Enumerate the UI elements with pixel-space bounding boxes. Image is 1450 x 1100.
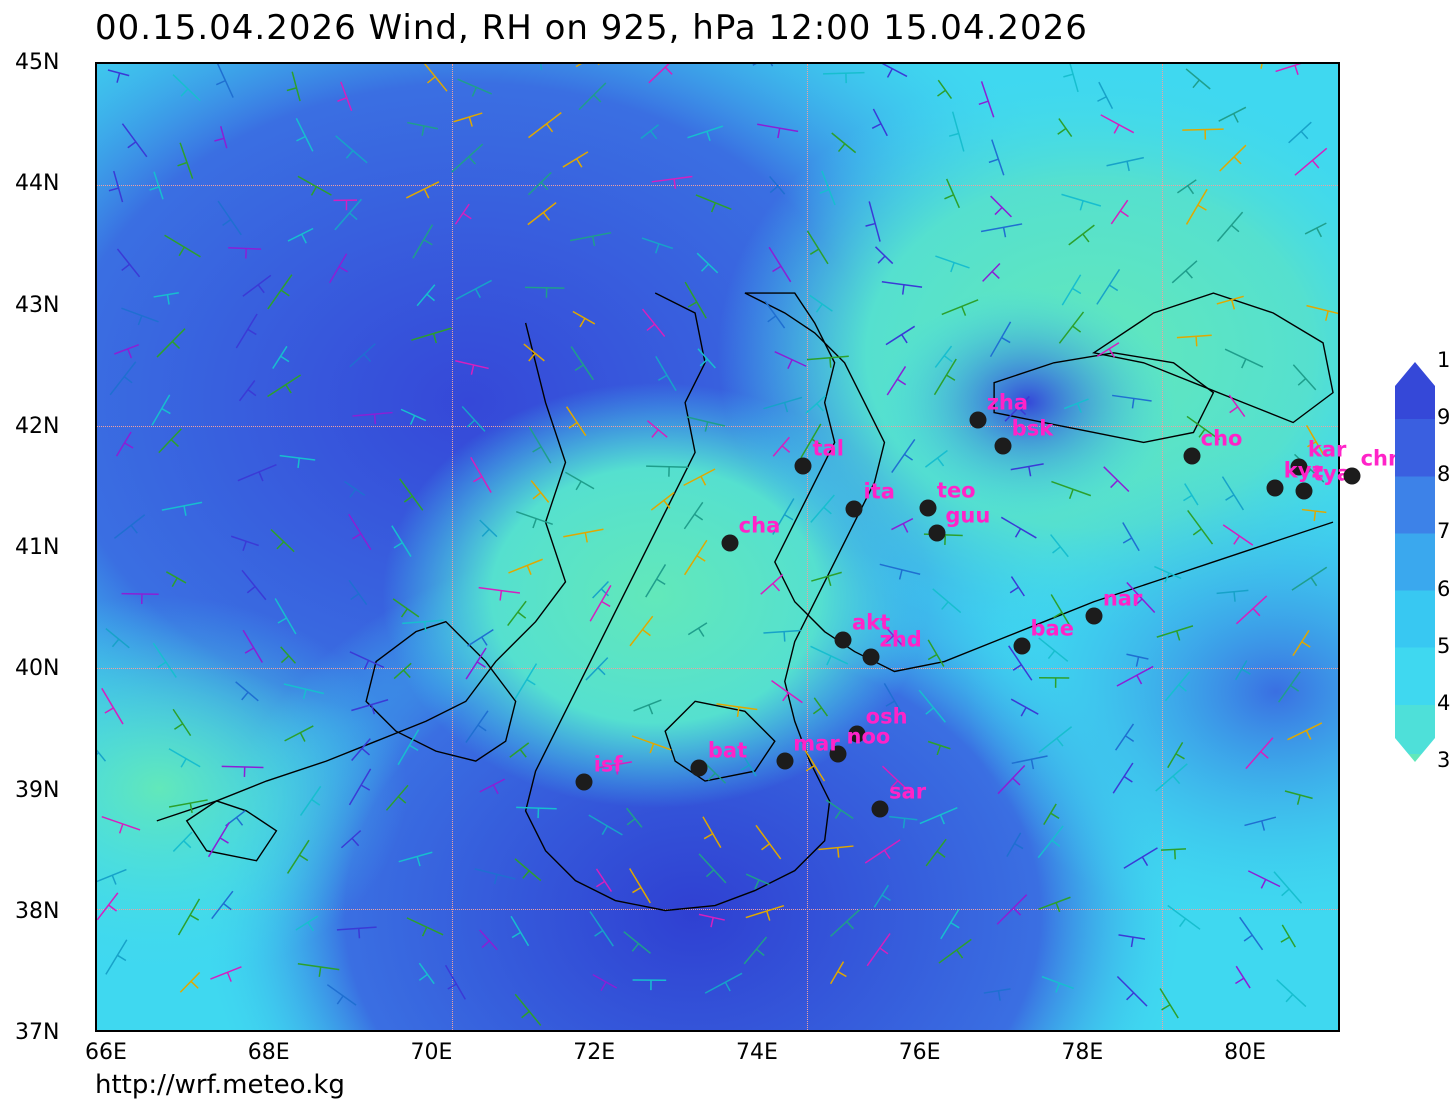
- colorbar-tick-100: 100: [1437, 348, 1450, 372]
- city-marker-kyz[interactable]: [1267, 480, 1284, 497]
- y-axis-tick-41N: 41N: [15, 535, 59, 560]
- city-marker-bae[interactable]: [1014, 638, 1031, 655]
- x-axis-tick-72E: 72E: [573, 1040, 615, 1065]
- city-marker-nar[interactable]: [1086, 608, 1103, 625]
- page-title: 00.15.04.2026 Wind, RH on 925, hPa 12:00…: [95, 8, 1088, 48]
- x-axis-tick-78E: 78E: [1061, 1040, 1103, 1065]
- y-axis-tick-42N: 42N: [15, 414, 59, 439]
- city-label-tal[interactable]: tal: [812, 436, 843, 460]
- city-label-isf[interactable]: isf: [594, 752, 623, 776]
- wind-barbs: [97, 64, 1338, 1030]
- city-marker-guu[interactable]: [929, 525, 946, 542]
- city-label-nar[interactable]: nar: [1103, 586, 1142, 610]
- footer-url: http://wrf.meteo.kg: [95, 1070, 345, 1100]
- city-marker-ita[interactable]: [846, 501, 863, 518]
- colorbar-tick-50: 50: [1437, 634, 1450, 658]
- city-label-mar1[interactable]: mar: [793, 731, 839, 755]
- city-marker-bat[interactable]: [691, 760, 708, 777]
- x-axis-tick-74E: 74E: [736, 1040, 778, 1065]
- city-label-cho[interactable]: cho: [1201, 426, 1243, 450]
- x-axis-tick-76E: 76E: [899, 1040, 941, 1065]
- colorbar-tick-70: 70: [1437, 519, 1450, 543]
- city-marker-zhd[interactable]: [863, 649, 880, 666]
- y-axis-tick-38N: 38N: [15, 899, 59, 924]
- colorbar-tick-30: 30: [1437, 748, 1450, 772]
- city-marker-zha[interactable]: [970, 412, 987, 429]
- rh-colorbar: 100 90 80 70 60 50 40 30: [1385, 330, 1450, 800]
- x-axis-tick-68E: 68E: [248, 1040, 290, 1065]
- city-marker-bsk[interactable]: [995, 438, 1012, 455]
- colorbar-tick-40: 40: [1437, 691, 1450, 715]
- city-label-zha[interactable]: zha: [987, 390, 1028, 414]
- colorbar-tick-90: 90: [1437, 405, 1450, 429]
- city-marker-isf[interactable]: [576, 774, 593, 791]
- city-label-bat[interactable]: bat: [708, 738, 747, 762]
- y-axis-tick-43N: 43N: [15, 293, 59, 318]
- y-axis-tick-37N: 37N: [15, 1020, 59, 1045]
- city-label-noo[interactable]: noo: [846, 724, 890, 748]
- map-plot-area: zha bsk cho kar kyz tya chn tal ita teo guu cha akt z…: [95, 62, 1340, 1032]
- city-label-zhd[interactable]: zhd: [880, 627, 922, 651]
- city-marker-chn[interactable]: [1344, 468, 1361, 485]
- city-label-bae[interactable]: bae: [1031, 616, 1074, 640]
- city-label-cha[interactable]: cha: [739, 513, 781, 537]
- city-marker-tal[interactable]: [795, 458, 812, 475]
- city-marker-tya[interactable]: [1296, 483, 1313, 500]
- city-marker-cha[interactable]: [722, 535, 739, 552]
- city-marker-mar1[interactable]: [777, 753, 794, 770]
- city-label-ita[interactable]: ita: [863, 479, 894, 503]
- y-axis-tick-44N: 44N: [15, 171, 59, 196]
- city-label-sar[interactable]: sar: [889, 779, 926, 803]
- city-label-guu[interactable]: guu: [945, 503, 990, 527]
- city-marker-akt[interactable]: [835, 632, 852, 649]
- colorbar-tick-80: 80: [1437, 462, 1450, 486]
- colorbar-tick-60: 60: [1437, 577, 1450, 601]
- city-label-bsk[interactable]: bsk: [1012, 416, 1053, 440]
- y-axis-tick-40N: 40N: [15, 656, 59, 681]
- x-axis-tick-66E: 66E: [85, 1040, 127, 1065]
- city-marker-teo[interactable]: [920, 500, 937, 517]
- city-label-teo[interactable]: teo: [937, 478, 976, 502]
- city-marker-cho[interactable]: [1184, 448, 1201, 465]
- x-axis-tick-80E: 80E: [1224, 1040, 1266, 1065]
- y-axis-tick-39N: 39N: [15, 778, 59, 803]
- x-axis-tick-70E: 70E: [410, 1040, 452, 1065]
- city-marker-sar[interactable]: [872, 801, 889, 818]
- y-axis-tick-45N: 45N: [15, 50, 59, 75]
